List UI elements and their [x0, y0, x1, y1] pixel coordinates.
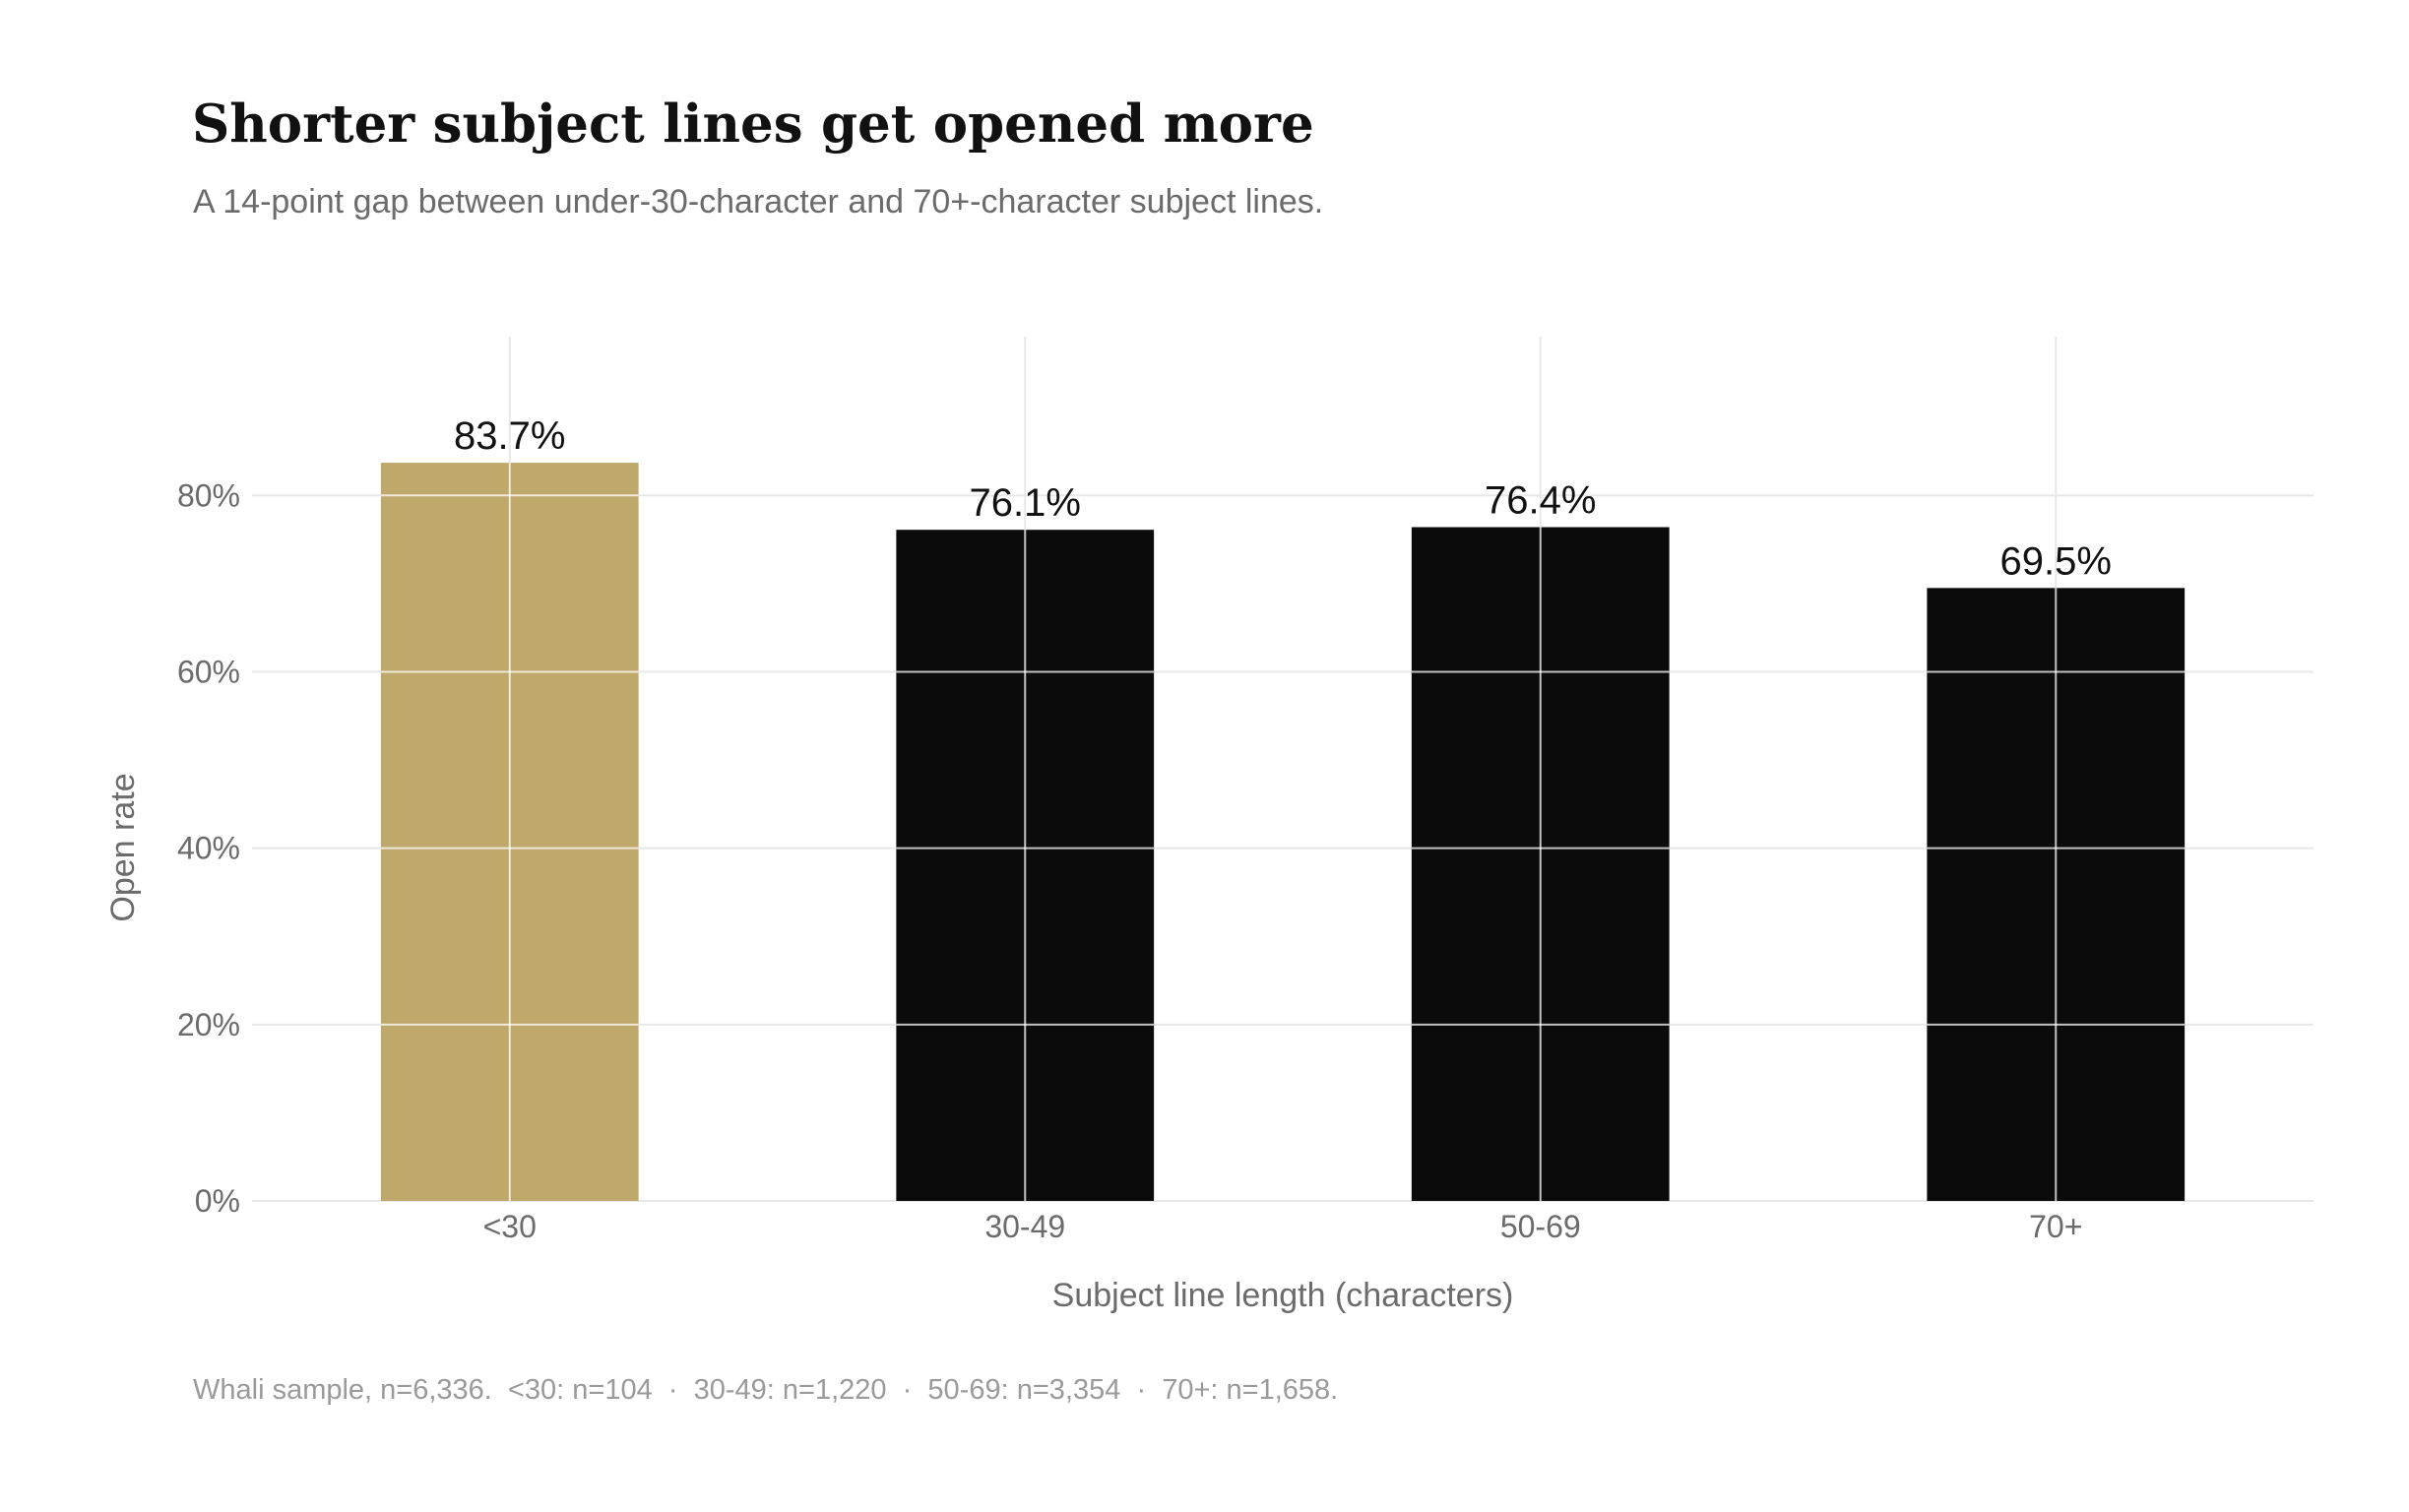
chart-footnote: Whali sample, n=6,336. <30: n=104 · 30-4… — [193, 1374, 1339, 1406]
x-tick-label: <30 — [483, 1209, 537, 1244]
x-axis-title: Subject line length (characters) — [1052, 1277, 1514, 1314]
chart-subtitle: A 14-point gap between under-30-characte… — [193, 183, 1324, 220]
y-tick-label: 0% — [195, 1183, 240, 1219]
y-tick-label: 80% — [177, 477, 240, 513]
y-tick-label: 60% — [177, 654, 240, 689]
x-tick-label: 50-69 — [1500, 1209, 1581, 1244]
y-tick-label: 40% — [177, 831, 240, 866]
bar-value-label: 69.5% — [2000, 539, 2112, 583]
bar-value-label: 83.7% — [454, 414, 565, 458]
y-axis-title: Open rate — [104, 773, 142, 921]
x-tick-label: 70+ — [2029, 1209, 2082, 1244]
chart-title: Shorter subject lines get opened more — [192, 94, 1314, 155]
bar-value-label: 76.4% — [1485, 479, 1596, 523]
x-tick-label: 30-49 — [984, 1209, 1065, 1244]
y-tick-label: 20% — [177, 1007, 240, 1042]
bar-value-label: 76.1% — [970, 481, 1081, 525]
